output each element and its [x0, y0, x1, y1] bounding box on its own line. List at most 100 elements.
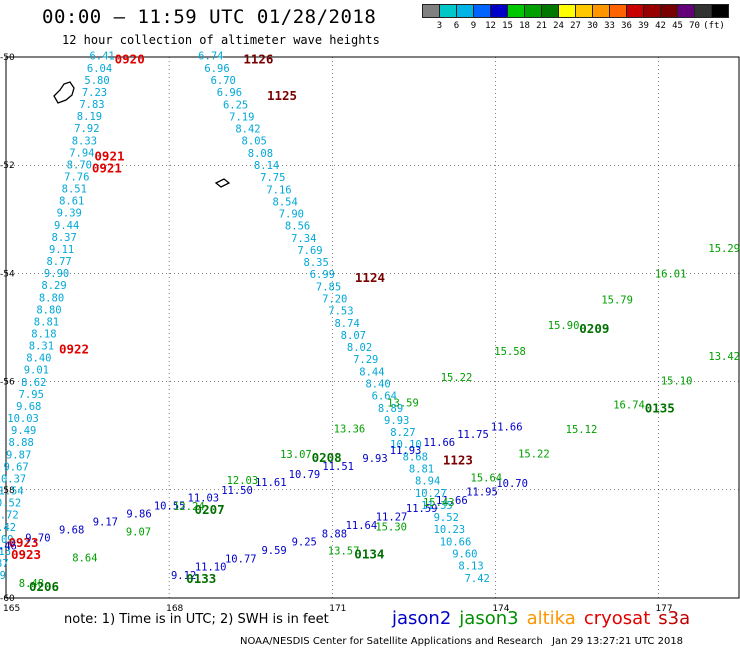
wave-height-value: 6.41 [89, 51, 114, 63]
pass-time-label: 0207 [195, 502, 225, 517]
wave-height-value: 9.52 [434, 512, 459, 524]
wave-height-value: 11.66 [491, 421, 523, 433]
wave-height-value: 8.88 [9, 437, 34, 449]
wave-height-value: 8.88 [322, 528, 347, 540]
wave-height-value: 9.11 [49, 244, 74, 256]
wave-height-value: 15.29 [708, 243, 740, 255]
map-subtitle: 12 hour collection of altimeter wave hei… [62, 33, 380, 47]
wave-height-value: 7.75 [260, 172, 285, 184]
credit-line: NOAA/NESDIS Center for Satellite Applica… [240, 636, 543, 647]
wave-height-value: 9.86 [126, 509, 151, 521]
satellite-legend: jason2 jason3 altika cryosat s3a [392, 608, 690, 629]
wave-height-value: 10.66 [440, 536, 472, 548]
pass-time-label: 0133 [186, 571, 216, 586]
wave-height-value: 8.31 [29, 341, 54, 353]
wave-height-value: 10.72 [0, 510, 19, 522]
x-tick-label: 168 [166, 604, 183, 614]
island-outline [214, 178, 231, 188]
wave-height-value: 13.07 [280, 449, 312, 461]
wave-height-value: 10.23 [434, 524, 466, 536]
wave-height-value: 6.96 [204, 63, 229, 75]
wave-height-value: 9.49 [11, 425, 36, 437]
wave-height-value: 8.81 [409, 464, 434, 476]
wave-height-value: 8.44 [359, 366, 384, 378]
wave-height-value: 8.81 [34, 316, 59, 328]
wave-height-value: 11.93 [390, 445, 422, 457]
wave-height-value: 10.42 [0, 522, 16, 534]
wave-height-value: 8.40 [365, 379, 390, 391]
satellite-legend-cryosat: cryosat [583, 608, 651, 629]
map-frame [5, 56, 740, 599]
wave-height-value: 8.70 [67, 159, 92, 171]
wave-height-value: 9.68 [16, 401, 41, 413]
y-tick-label: -50 [0, 53, 15, 63]
wave-height-value: 11.13 [0, 546, 11, 558]
wave-height-value: 16.01 [655, 269, 687, 281]
wave-height-value: 13.42 [708, 351, 740, 363]
satellite-legend-jason2: jason2 [392, 608, 452, 629]
wave-height-value: 8.61 [59, 196, 84, 208]
wave-height-value: 9.70 [25, 532, 50, 544]
pass-time-label: 0922 [59, 342, 89, 357]
wave-height-value: 13.36 [334, 423, 366, 435]
wave-height-value: 12.03 [227, 475, 259, 487]
wave-height-value: 10.10 [390, 439, 422, 451]
pass-time-label: 0208 [312, 450, 342, 465]
wave-height-value: 12.24 [173, 501, 205, 513]
wave-height-value: 15.22 [441, 372, 473, 384]
wave-height-value: 7.83 [79, 99, 104, 111]
wave-height-value: 10.55 [154, 501, 186, 513]
wave-height-value: 6.64 [372, 391, 397, 403]
wave-height-value: 6.70 [211, 75, 236, 87]
pass-time-label: 0134 [354, 547, 384, 562]
wave-height-value: 9.25 [292, 537, 317, 549]
x-tick-label: 171 [329, 604, 346, 614]
wave-height-value: 8.27 [390, 427, 415, 439]
pass-time-label: 1123 [443, 452, 473, 467]
wave-height-value: 7.20 [322, 294, 347, 306]
wave-height-value: 8.80 [39, 292, 64, 304]
wave-height-value: 8.48 [19, 578, 44, 590]
wave-height-value: 11.29 [0, 570, 6, 582]
wave-height-value: 9.67 [3, 461, 28, 473]
wave-height-value: 8.74 [334, 318, 359, 330]
wave-height-value: 16.74 [613, 400, 645, 412]
wave-height-value: 9.60 [452, 548, 477, 560]
wave-height-value: 10.70 [496, 478, 528, 490]
wave-height-value: 8.35 [304, 257, 329, 269]
wave-height-value: 8.42 [235, 124, 260, 136]
legend-label: 18 [519, 21, 530, 31]
wave-height-value: 7.16 [266, 184, 291, 196]
wave-height-value: 13.59 [387, 398, 419, 410]
wave-height-value: 11.64 [346, 520, 378, 532]
wave-height-value: 11.66 [423, 437, 455, 449]
wave-height-value: 7.76 [64, 171, 89, 183]
wave-height-value: 8.02 [347, 342, 372, 354]
wave-height-value: 9.17 [93, 517, 118, 529]
wave-height-value: 8.40 [26, 353, 51, 365]
satellite-legend-jason3: jason3 [459, 608, 519, 629]
wave-height-value: 6.25 [223, 99, 248, 111]
y-tick-label: -56 [0, 378, 15, 388]
wave-height-value: 8.62 [21, 377, 46, 389]
wave-height-value: 8.18 [31, 329, 56, 341]
wave-height-value: 9.59 [261, 545, 286, 557]
pass-time-label: 0920 [115, 52, 145, 67]
pass-time-label: 0923 [11, 547, 41, 562]
y-tick-label: -58 [0, 486, 15, 496]
y-tick-label: -54 [0, 269, 15, 279]
wave-height-value: 8.80 [36, 304, 61, 316]
wave-height-value: 7.90 [279, 209, 304, 221]
wave-height-value: 8.13 [458, 561, 483, 573]
wave-height-value: 8.56 [285, 221, 310, 233]
wave-height-value: 15.79 [601, 294, 633, 306]
wave-height-value: 6.04 [87, 63, 112, 75]
wave-height-value: 11.59 [406, 503, 438, 515]
wave-height-value: 10.03 [7, 413, 39, 425]
wave-height-value: 8.33 [72, 135, 97, 147]
footer-note: note: 1) Time is in UTC; 2) SWH is in fe… [64, 612, 329, 627]
wave-height-value: 7.92 [74, 123, 99, 135]
wave-height-value: 11.51 [322, 461, 354, 473]
pass-time-label: 0921 [92, 160, 122, 175]
